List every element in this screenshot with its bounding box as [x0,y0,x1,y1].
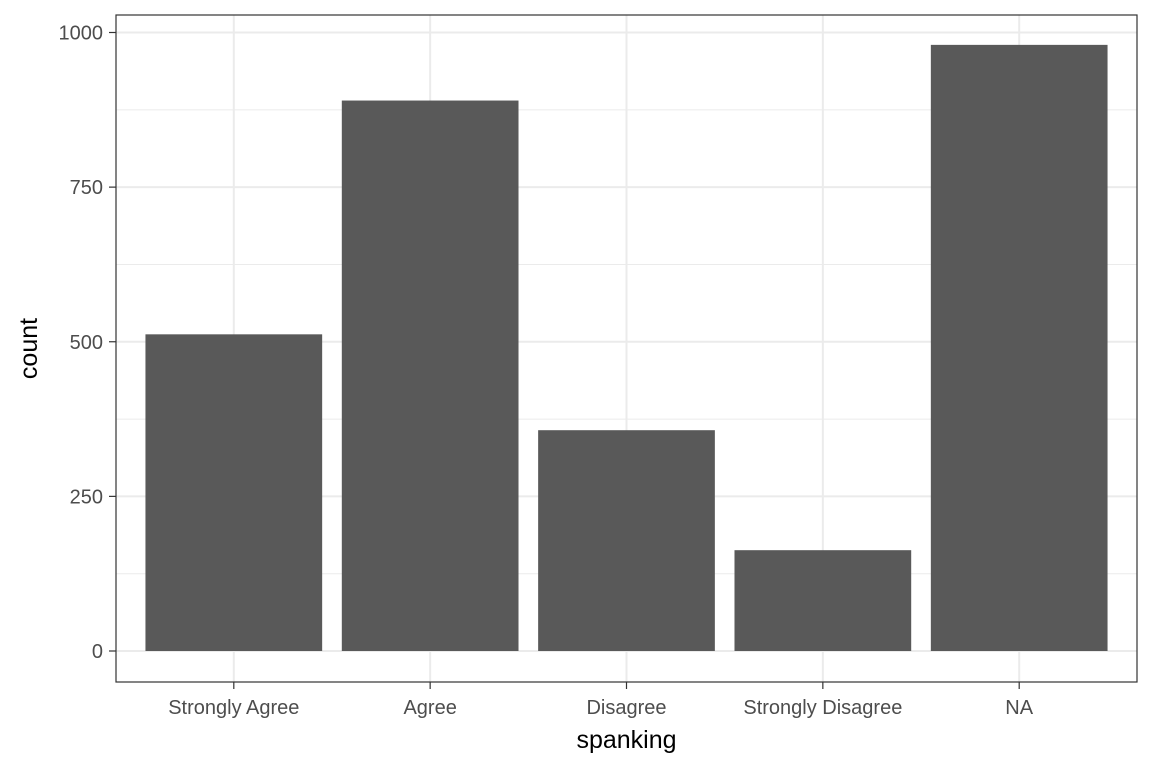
bars [145,44,1108,652]
x-tick-label: Agree [403,697,456,719]
y-tick-label: 750 [70,177,103,199]
bar-na [930,44,1108,652]
bar-agree [341,100,519,651]
x-tick-label: NA [1005,697,1033,719]
x-tick-label: Disagree [586,697,666,719]
bar-disagree [538,430,715,651]
y-tick-label: 500 [70,332,103,354]
y-tick-label: 0 [92,641,103,663]
y-tick-label: 1000 [59,23,104,45]
x-tick-label: Strongly Disagree [743,697,902,719]
x-axis-title: spanking [576,726,676,754]
x-tick-label: Strongly Agree [168,697,299,719]
bar-strongly-disagree [734,550,912,651]
bar-strongly-agree [145,334,323,651]
y-axis-ticks: 0 250 500 750 1000 [59,23,116,663]
y-axis-title: count [15,318,43,379]
y-tick-label: 250 [70,486,103,508]
x-axis-ticks: Strongly Agree Agree Disagree Strongly Disa… [168,682,1034,719]
